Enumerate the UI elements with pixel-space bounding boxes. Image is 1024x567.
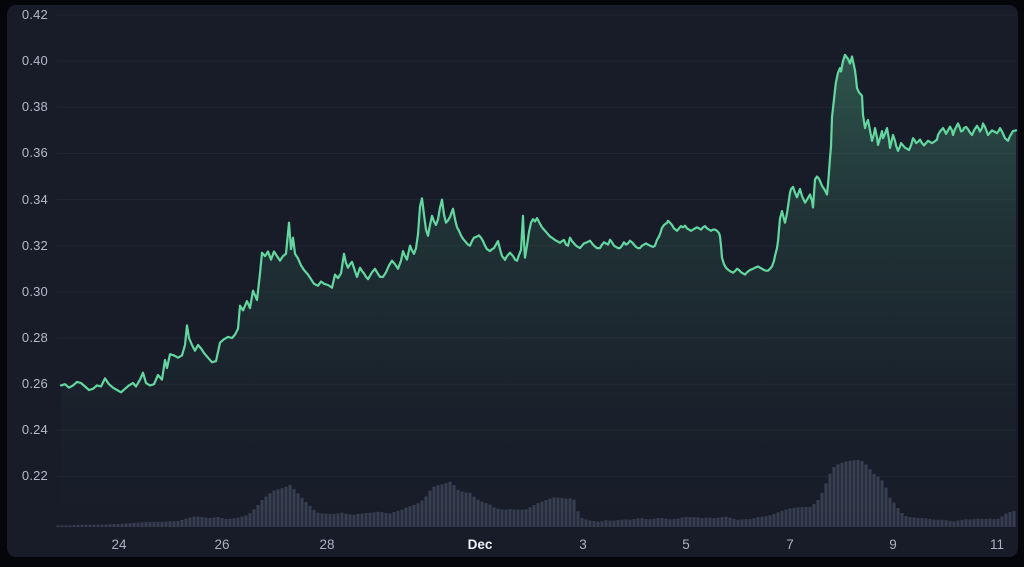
price-area-fill <box>61 54 1016 528</box>
volume-bar <box>56 525 60 527</box>
price-line <box>59 53 1018 394</box>
